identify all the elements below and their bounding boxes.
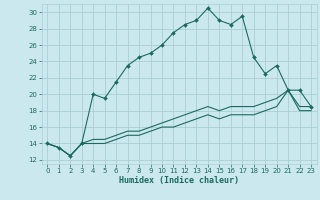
X-axis label: Humidex (Indice chaleur): Humidex (Indice chaleur) [119,176,239,185]
